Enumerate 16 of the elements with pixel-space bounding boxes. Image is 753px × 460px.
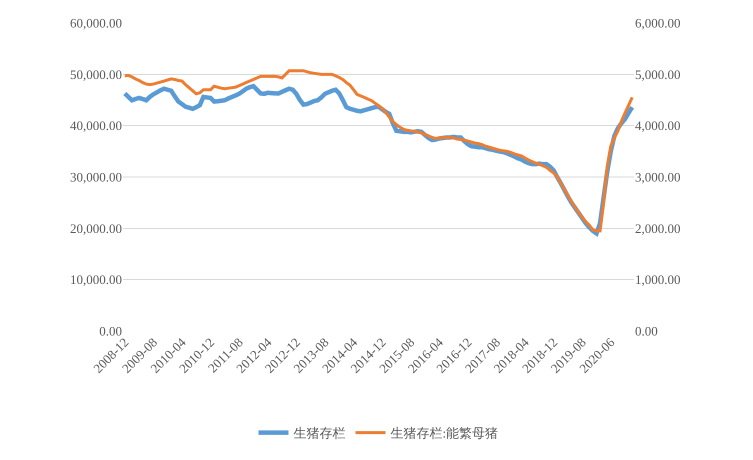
y-tick-label: 50,000.00: [70, 66, 122, 82]
y-tick-label: 20,000.00: [70, 220, 122, 236]
y2-tick-label: 6,000.00: [635, 16, 680, 31]
y2-tick-label: 1,000.00: [635, 272, 680, 288]
y2-tick-label: 0.00: [635, 324, 658, 339]
y2-tick-label: 2,000.00: [635, 220, 680, 236]
y-tick-label: 0.00: [99, 324, 122, 339]
y2-tick-label: 4,000.00: [635, 118, 680, 134]
y2-tick-label: 3,000.00: [635, 170, 680, 185]
y-tick-label: 10,000.00: [70, 272, 122, 288]
y2-tick-label: 5,000.00: [635, 66, 680, 82]
y-tick-label: 60,000.00: [70, 16, 122, 31]
y-tick-label: 40,000.00: [70, 118, 122, 134]
y-tick-label: 30,000.00: [70, 170, 122, 185]
legend-label: 生猪存栏: [294, 426, 346, 441]
legend-label: 生猪存栏:能繁母猪: [390, 426, 498, 441]
